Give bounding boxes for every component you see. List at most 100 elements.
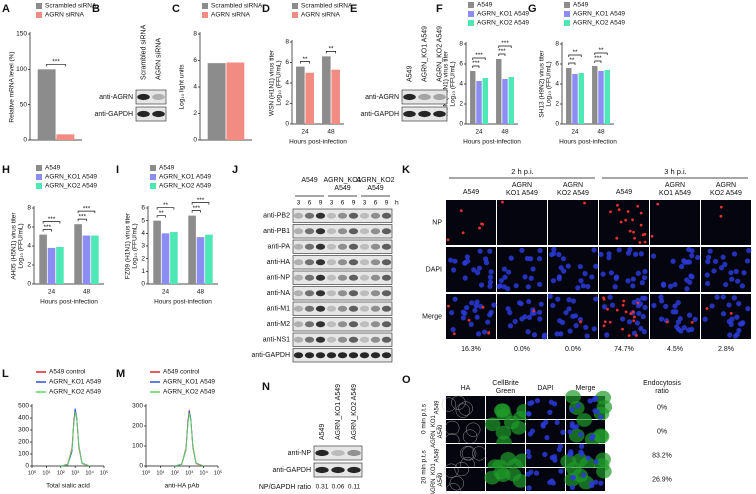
nucleus <box>567 328 573 334</box>
x-tick-label: 10⁵ <box>214 469 222 476</box>
nucleus <box>593 479 599 485</box>
row-label: DAPI <box>426 266 442 273</box>
np-signal <box>615 236 619 240</box>
nucleus <box>675 319 681 325</box>
micrograph <box>446 396 485 419</box>
blot-band <box>381 321 392 328</box>
cell-outline <box>451 395 466 410</box>
np-signal <box>622 299 626 303</box>
x-axis-label: Total sialic acid <box>46 483 90 490</box>
np-signal <box>609 210 612 214</box>
nucleus <box>661 282 667 288</box>
row-label: anti-GAPDH <box>94 111 133 118</box>
np-signal <box>459 209 463 213</box>
blot-band <box>293 321 304 328</box>
blot-band <box>304 212 315 219</box>
percentage: 74.7% <box>614 346 634 353</box>
blot-frame <box>135 89 167 105</box>
nucleus <box>707 248 713 254</box>
bar <box>205 234 213 284</box>
blot-band <box>326 228 337 235</box>
np-signal <box>447 304 450 308</box>
bar <box>170 232 178 284</box>
nucleus <box>552 401 558 407</box>
column-label: Green <box>496 388 516 395</box>
y-tick-label: 0 <box>139 463 143 470</box>
legend-label: AGRN_KO1 A549 <box>477 11 529 18</box>
blot-band <box>418 93 431 101</box>
nucleus <box>635 270 641 276</box>
panel-label: B <box>92 3 100 15</box>
blot-band <box>326 259 337 266</box>
x-tick-label: 48 <box>197 289 205 296</box>
x-tick-label: 10⁴ <box>85 469 94 476</box>
bar <box>578 73 584 124</box>
y-tick-label: 4 <box>27 243 31 250</box>
bar <box>91 235 99 284</box>
nucleus <box>630 276 636 282</box>
nucleus <box>675 300 681 306</box>
nucleus <box>533 470 540 476</box>
nucleus <box>667 283 674 289</box>
legend-swatch <box>36 165 42 171</box>
histogram-line <box>174 410 204 467</box>
np-signal <box>532 309 536 313</box>
legend-swatch <box>564 11 570 17</box>
x-tick-label: 24 <box>301 129 309 136</box>
np-signal <box>641 233 645 237</box>
legend-label: AGRN_KO2 A549 <box>477 20 529 27</box>
np-signal <box>501 200 504 204</box>
significance-label: ** <box>302 56 308 63</box>
column-label: KO2 A549 <box>710 190 742 197</box>
nucleus <box>536 256 543 262</box>
cell-membrane-stain <box>495 425 512 440</box>
y-axis-label: SH13 (H9N2) virus titer <box>539 50 546 118</box>
significance-bracket <box>156 207 175 210</box>
np-signal <box>487 331 491 335</box>
nucleus <box>733 268 739 275</box>
np-signal <box>628 229 632 233</box>
y-tick-label: 8 <box>285 39 289 46</box>
y-tick-label: 2 <box>285 100 289 107</box>
bar <box>604 70 610 124</box>
panel-label: F <box>436 3 443 15</box>
nucleus <box>672 281 678 288</box>
np-signal <box>606 307 609 311</box>
cell-membrane-stain <box>500 451 516 466</box>
row-label: anti-GAPDH <box>360 111 399 118</box>
legend-swatch <box>150 183 156 189</box>
nucleus <box>464 254 470 260</box>
np-signal <box>729 311 733 315</box>
blot-band <box>403 93 416 101</box>
nucleus <box>638 325 644 332</box>
nucleus <box>659 298 665 304</box>
blot-band <box>337 305 348 312</box>
blot-band <box>348 321 359 328</box>
legend-label: Scrambled siRNA <box>45 3 97 10</box>
nucleus <box>567 451 573 458</box>
significance-bracket <box>594 60 602 63</box>
blot-frame <box>292 270 393 285</box>
x-axis-label: Hours post-infection <box>463 139 521 146</box>
np-signal <box>624 310 628 314</box>
nucleus <box>512 318 518 325</box>
y-tick-label: 0 <box>555 121 559 128</box>
nucleus <box>579 451 585 457</box>
significance-bracket <box>325 51 337 54</box>
nucleus <box>726 302 732 308</box>
nucleus <box>448 310 455 316</box>
blot-band <box>315 466 329 474</box>
time-label: 3 <box>297 200 301 207</box>
legend-swatch <box>292 12 298 18</box>
y-tick-label: 6 <box>285 59 289 66</box>
nucleus <box>560 256 566 262</box>
nucleus <box>498 277 505 284</box>
nucleus <box>505 306 511 312</box>
np-signal <box>633 315 636 319</box>
time-unit: h <box>395 200 399 207</box>
timepoint-label: 2 h p.i. <box>511 167 534 176</box>
nucleus <box>528 256 534 262</box>
nucleus <box>625 278 631 284</box>
nucleus <box>670 258 676 264</box>
nucleus <box>578 431 584 438</box>
